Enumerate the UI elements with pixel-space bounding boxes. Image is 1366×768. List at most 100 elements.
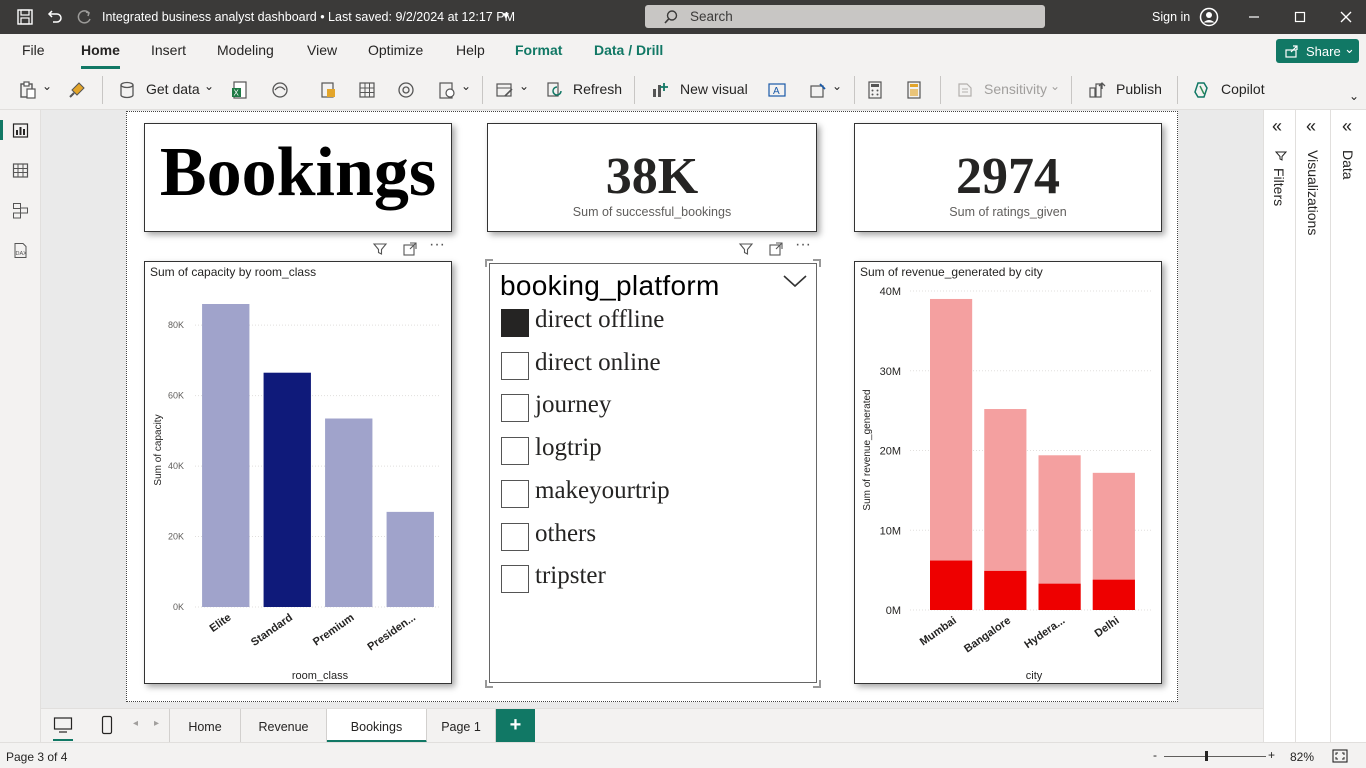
text-box-icon[interactable]: A <box>767 80 787 100</box>
new-measure-icon[interactable] <box>865 80 885 100</box>
mobile-layout-icon[interactable] <box>101 715 113 735</box>
bar-highlighted[interactable] <box>1038 583 1081 610</box>
zoom-in-button[interactable]: + <box>1268 748 1276 762</box>
checkbox[interactable] <box>501 394 529 423</box>
chevron-down-icon[interactable]: ⌄ <box>832 79 843 93</box>
scroll-right-icon[interactable]: ▸ <box>154 718 160 729</box>
table-view-icon[interactable] <box>12 162 29 179</box>
maximize-icon[interactable] <box>1291 8 1309 26</box>
sign-in-link[interactable]: Sign in <box>1152 10 1191 24</box>
chevron-down-icon[interactable]: ⌄ <box>519 79 530 93</box>
checkbox[interactable] <box>501 351 529 380</box>
format-painter-icon[interactable] <box>67 80 87 100</box>
bar-total[interactable] <box>930 298 973 610</box>
menu-format[interactable]: Format <box>515 42 563 58</box>
resize-handle[interactable] <box>485 680 493 688</box>
enter-data-icon[interactable] <box>357 80 377 100</box>
close-icon[interactable] <box>1337 8 1355 26</box>
add-page-button[interactable]: + <box>496 709 535 743</box>
scroll-left-icon[interactable]: ◂ <box>133 718 139 729</box>
refresh-icon[interactable] <box>545 80 565 100</box>
tab-1[interactable]: Revenue <box>241 709 327 743</box>
account-icon[interactable] <box>1199 7 1219 27</box>
bar[interactable] <box>263 372 311 607</box>
bar-highlighted[interactable] <box>930 560 973 610</box>
new-visual-button[interactable]: New visual <box>680 81 748 97</box>
redo-icon[interactable] <box>76 8 94 26</box>
resize-handle[interactable] <box>813 259 821 267</box>
tab-0[interactable]: Home <box>170 709 241 743</box>
tab-3[interactable]: Page 1 <box>427 709 496 743</box>
copilot-icon[interactable] <box>1192 80 1212 100</box>
dataverse-link-icon[interactable] <box>396 80 416 100</box>
more-options-icon[interactable]: ··· <box>429 236 445 253</box>
successful-bookings-card[interactable]: 38K Sum of successful_bookings <box>487 123 817 232</box>
bar[interactable] <box>325 418 373 607</box>
checkbox[interactable] <box>501 522 529 551</box>
share-button[interactable]: Share ⌄ <box>1276 39 1359 63</box>
zoom-slider[interactable] <box>1164 756 1266 757</box>
filter-icon[interactable] <box>372 241 388 257</box>
bar[interactable] <box>386 511 434 607</box>
excel-icon[interactable]: X <box>230 80 250 100</box>
get-data-button[interactable]: Get data <box>146 81 200 97</box>
slicer-option-label[interactable]: direct online <box>535 348 661 376</box>
model-view-icon[interactable] <box>12 202 29 219</box>
title-card[interactable]: Bookings <box>144 123 452 232</box>
more-visuals-icon[interactable] <box>808 80 828 100</box>
visualizations-pane-collapsed[interactable]: « Visualizations <box>1297 110 1331 742</box>
slicer-option-label[interactable]: journey <box>535 391 612 419</box>
publish-button[interactable]: Publish <box>1116 81 1162 97</box>
slicer-option-label[interactable]: others <box>535 519 597 547</box>
report-view-icon[interactable] <box>12 122 29 139</box>
checkbox[interactable] <box>501 479 529 508</box>
dax-query-view-icon[interactable]: DAX <box>12 242 29 259</box>
menu-view[interactable]: View <box>307 42 338 58</box>
chevron-down-icon[interactable]: ⌄ <box>42 79 53 93</box>
save-icon[interactable] <box>16 8 34 26</box>
capacity-chart-card[interactable]: Sum of capacity by room_class 0K 20K 40K 60K… <box>144 261 452 684</box>
refresh-button[interactable]: Refresh <box>573 81 623 97</box>
onelake-icon[interactable] <box>270 80 290 100</box>
data-pane-collapsed[interactable]: « Data <box>1332 110 1366 742</box>
zoom-slider-thumb[interactable] <box>1204 751 1208 761</box>
checkbox[interactable] <box>501 437 529 466</box>
database-icon[interactable] <box>117 80 137 100</box>
more-options-icon[interactable]: ··· <box>795 236 811 253</box>
publish-icon[interactable] <box>1087 80 1107 100</box>
paste-icon[interactable] <box>18 80 38 100</box>
slicer-option-label[interactable]: logtrip <box>535 434 602 462</box>
menu-file[interactable]: File <box>22 42 45 58</box>
bar-highlighted[interactable] <box>1092 579 1135 610</box>
bar[interactable] <box>202 304 250 607</box>
chevron-down-icon[interactable]: ▼ <box>501 11 511 22</box>
menu-home[interactable]: Home <box>81 42 120 69</box>
search-input[interactable]: Search <box>645 5 1045 28</box>
menu-insert[interactable]: Insert <box>151 42 187 58</box>
menu-modeling[interactable]: Modeling <box>217 42 274 58</box>
expand-pane-icon[interactable]: « <box>1342 116 1353 136</box>
copilot-button[interactable]: Copilot <box>1221 81 1265 97</box>
quick-measure-icon[interactable] <box>904 80 924 100</box>
dataverse-icon[interactable] <box>318 80 338 100</box>
menu-optimize[interactable]: Optimize <box>368 42 424 58</box>
expand-pane-icon[interactable]: « <box>1272 116 1283 136</box>
focus-mode-icon[interactable] <box>768 241 784 257</box>
slicer-option-label[interactable]: makeyourtrip <box>535 476 670 504</box>
slicer-option-label[interactable]: tripster <box>535 562 606 590</box>
chevron-down-icon[interactable]: ⌄ <box>204 79 215 93</box>
minimize-icon[interactable] <box>1245 8 1263 26</box>
chevron-down-icon[interactable]: ⌄ <box>461 79 472 93</box>
transform-data-icon[interactable] <box>495 80 515 100</box>
filters-pane-collapsed[interactable]: « Filters <box>1264 110 1296 742</box>
resize-handle[interactable] <box>485 259 493 267</box>
chevron-down-icon[interactable] <box>782 273 808 289</box>
slicer-option-label[interactable]: direct offline <box>535 306 665 333</box>
focus-mode-icon[interactable] <box>402 241 418 257</box>
recent-sources-icon[interactable] <box>437 80 457 100</box>
fit-to-page-icon[interactable] <box>1332 749 1348 763</box>
resize-handle[interactable] <box>813 680 821 688</box>
filter-icon[interactable] <box>738 241 754 257</box>
bar-highlighted[interactable] <box>984 570 1027 610</box>
expand-pane-icon[interactable]: « <box>1306 116 1317 136</box>
